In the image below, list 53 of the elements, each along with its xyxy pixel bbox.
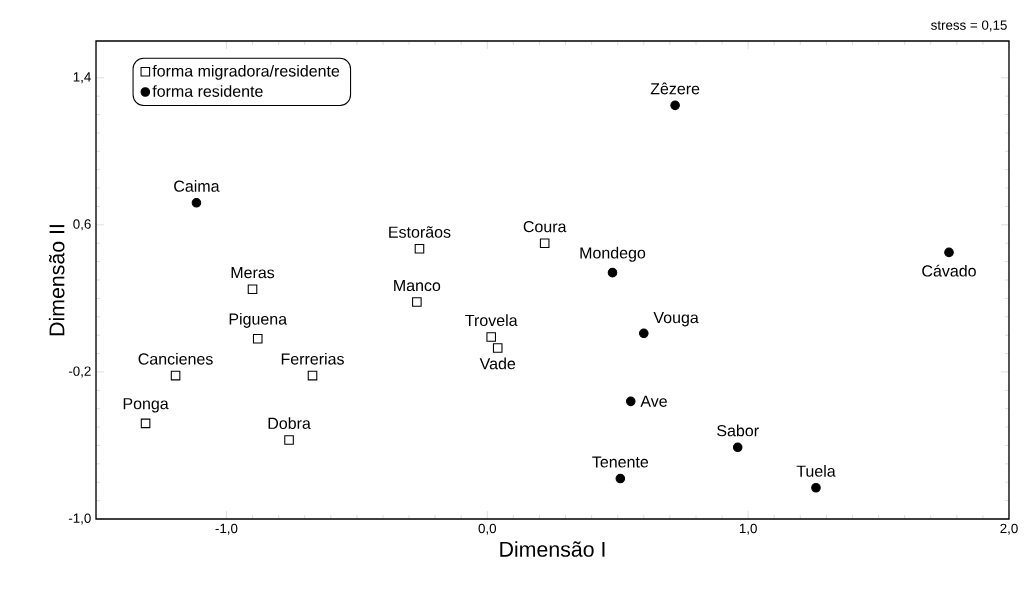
annotation: Caima: [174, 180, 220, 192]
point: [284, 435, 294, 445]
point: [412, 297, 422, 307]
point: [944, 247, 954, 258]
point: [615, 473, 626, 484]
point: [307, 370, 318, 381]
y-tick-label: -1,0: [68, 513, 91, 525]
legend-label: forma migradora/residente: [152, 64, 340, 80]
annotation: Cávado: [922, 264, 976, 277]
y-tick-label: 0,6: [73, 219, 91, 231]
annotation: Ponga: [123, 398, 169, 413]
y-tick-label: 1,4: [73, 72, 91, 84]
annotation: Ferrerias: [281, 352, 344, 365]
point: [670, 100, 680, 111]
point: [638, 328, 649, 339]
point: [492, 343, 503, 353]
x-axis-title: Dimensão I: [500, 541, 605, 557]
y-axis-title: Dimensão II: [48, 225, 65, 336]
point: [486, 332, 497, 342]
annotation: Zêzere: [650, 82, 700, 95]
x-tick-label: 1,0: [739, 523, 757, 535]
annotation: Ave: [640, 395, 667, 407]
annotation: Cancienes: [138, 352, 213, 365]
annotation: Trovela: [465, 314, 518, 327]
point: [811, 482, 821, 493]
point: [191, 197, 202, 208]
point: [247, 284, 258, 294]
y-tick-label: -0,2: [68, 366, 91, 378]
point: [252, 334, 263, 344]
x-tick-label: 0,0: [478, 523, 497, 535]
annotation: Tuela: [796, 465, 836, 477]
legend-label: forma residente: [152, 85, 263, 97]
point: [607, 267, 618, 278]
annotation: Manco: [394, 279, 441, 292]
annotation: Estorãos: [389, 226, 451, 238]
point: [170, 370, 181, 381]
annotation: Piguena: [229, 312, 288, 328]
annotation: Mondego: [580, 246, 646, 262]
annotation: Vade: [479, 357, 516, 370]
point: [414, 243, 425, 254]
annotation: Tenente: [592, 456, 649, 468]
x-tick-label: 2,0: [1000, 523, 1018, 535]
point: [539, 238, 550, 249]
x-tick-label: -1,0: [215, 523, 238, 535]
annotation: Meras: [231, 267, 275, 279]
point: [732, 442, 743, 453]
annotation: Sabor: [717, 424, 759, 437]
annotation: Vouga: [653, 312, 699, 327]
annotation: Coura: [523, 220, 567, 233]
point: [140, 418, 151, 429]
annotation: Dobra: [268, 417, 311, 429]
point: [625, 396, 636, 407]
text: stress = 0,15: [931, 20, 1007, 32]
